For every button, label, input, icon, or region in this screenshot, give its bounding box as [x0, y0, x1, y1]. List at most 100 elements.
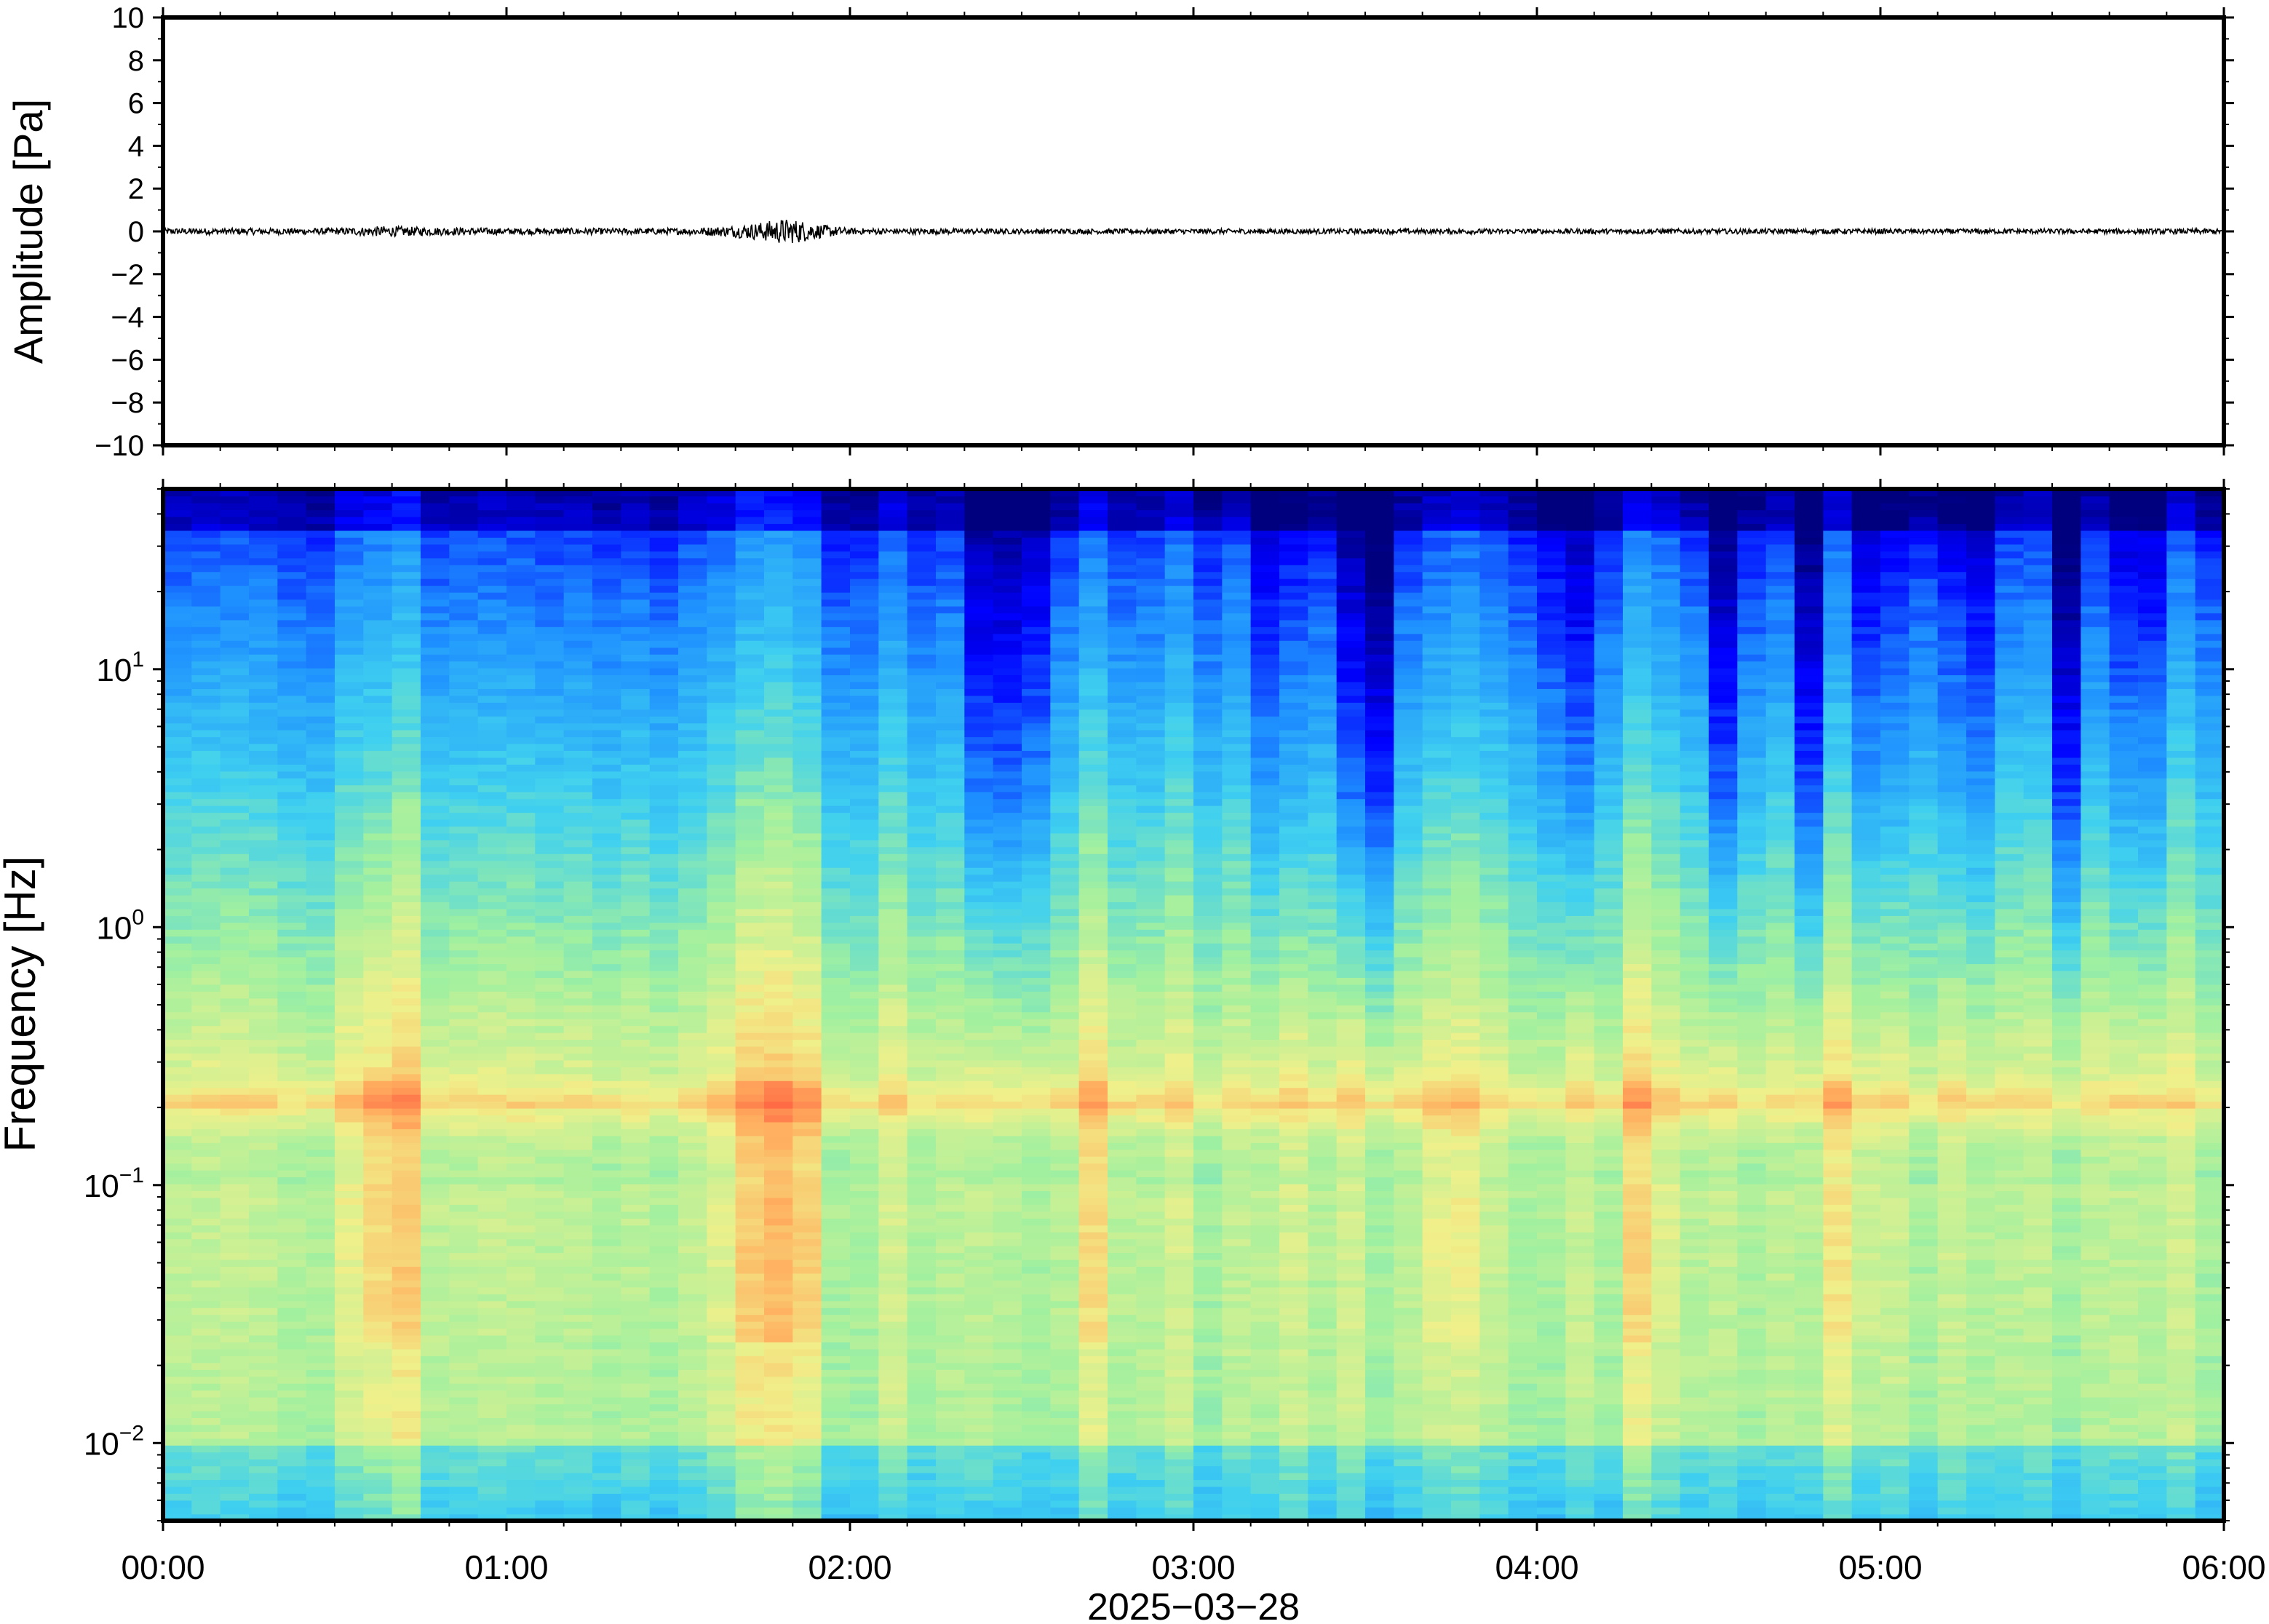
- spectrogram-cell: [563, 1039, 593, 1047]
- spectrogram-cell: [363, 984, 393, 992]
- spectrogram-cell: [535, 1404, 565, 1412]
- spectrogram-cell: [592, 516, 622, 525]
- spectrogram-cell: [821, 695, 851, 703]
- spectrogram-cell: [993, 1334, 1022, 1343]
- spectrogram-cell: [792, 1135, 822, 1143]
- spectrogram-cell: [936, 826, 966, 834]
- spectrogram-cell: [163, 1218, 193, 1226]
- spectrogram-cell: [678, 819, 708, 827]
- spectrogram-cell: [792, 1155, 822, 1164]
- spectrogram-cell: [764, 1238, 794, 1246]
- spectrogram-cell: [392, 1266, 421, 1274]
- spectrogram-cell: [277, 1115, 307, 1123]
- spectrogram-cell: [563, 853, 593, 861]
- spectrogram-cell: [220, 495, 250, 503]
- spectrogram-cell: [821, 1149, 851, 1157]
- spectrogram-cell: [277, 557, 307, 565]
- spectrogram-cell: [964, 1507, 994, 1515]
- spectrogram-cell: [936, 1342, 966, 1350]
- spectrogram-cell: [335, 750, 365, 758]
- spectrogram-cell: [535, 1307, 565, 1315]
- spectrogram-cell: [335, 544, 365, 552]
- spectrogram-cell: [821, 1342, 851, 1350]
- spectrogram-cell: [506, 784, 536, 792]
- spectrogram-cell: [535, 880, 565, 889]
- spectrogram-cell: [764, 963, 794, 971]
- spectrogram-cell: [907, 1273, 937, 1281]
- spectrogram-cell: [277, 1390, 307, 1398]
- spectrogram-cell: [649, 1458, 679, 1467]
- spectrogram-cell: [878, 1396, 908, 1405]
- spectrogram-cell: [306, 729, 335, 738]
- spectrogram-cell: [535, 1356, 565, 1364]
- spectrogram-cell: [649, 1183, 679, 1192]
- spectrogram-cell: [563, 1334, 593, 1343]
- spectrogram-cell: [249, 1500, 279, 1508]
- spectrogram-cell: [535, 867, 565, 875]
- spectrogram-cell: [850, 1500, 880, 1508]
- spectrogram-cell: [878, 619, 908, 627]
- spectrogram-cell: [821, 571, 851, 579]
- spectrogram-cell: [850, 908, 880, 916]
- spectrogram-cell: [392, 1300, 421, 1308]
- spectrogram-cell: [621, 1067, 651, 1075]
- spectrogram-cell: [392, 647, 421, 655]
- spectrogram-cell: [1050, 653, 1080, 662]
- spectrogram-cell: [964, 1390, 994, 1398]
- spectrogram-cell: [506, 578, 536, 586]
- spectrogram-cell: [621, 1404, 651, 1412]
- spectrogram-cell: [678, 1155, 708, 1164]
- spectrogram-cell: [477, 1362, 507, 1370]
- spectrogram-cell: [191, 798, 221, 806]
- spectrogram-cell: [277, 1094, 307, 1102]
- spectrogram-cell: [163, 1046, 193, 1054]
- spectrogram-cell: [163, 715, 193, 724]
- spectrogram-cell: [649, 1286, 679, 1294]
- spectrogram-cell: [163, 1486, 193, 1494]
- spectrogram-cell: [477, 1073, 507, 1081]
- spectrogram-cell: [678, 1101, 708, 1109]
- spectrogram-cell: [306, 1142, 335, 1150]
- spectrogram-cell: [449, 667, 479, 676]
- spectrogram-cell: [220, 681, 250, 689]
- spectrogram-cell: [707, 853, 736, 861]
- spectrogram-cell: [363, 1286, 393, 1294]
- spectrogram-cell: [506, 1486, 536, 1494]
- spectrogram-cell: [277, 1053, 307, 1061]
- spectrogram-cell: [821, 819, 851, 827]
- spectrogram-cell: [363, 502, 393, 511]
- spectrogram-cell: [850, 530, 880, 538]
- spectrogram-cell: [163, 1107, 193, 1116]
- spectrogram-cell: [477, 929, 507, 937]
- spectrogram-cell: [678, 633, 708, 641]
- spectrogram-cell: [735, 853, 765, 861]
- spectrogram-cell: [621, 495, 651, 503]
- spectrogram-cell: [850, 1073, 880, 1081]
- spectrogram-cell: [964, 1328, 994, 1336]
- spectrogram-cell: [163, 585, 193, 593]
- spectrogram-cell: [249, 1507, 279, 1515]
- spectrogram-cell: [449, 805, 479, 813]
- spectrogram-cell: [707, 1396, 736, 1405]
- spectrogram-cell: [649, 1479, 679, 1487]
- spectrogram-cell: [764, 695, 794, 703]
- spectrogram-cell: [792, 1348, 822, 1356]
- spectrogram-cell: [421, 626, 450, 634]
- spectrogram-cell: [363, 901, 393, 909]
- spectrogram-cell: [592, 819, 622, 827]
- spectrogram-cell: [220, 1300, 250, 1308]
- spectrogram-cell: [535, 681, 565, 689]
- spectrogram-cell: [649, 605, 679, 613]
- spectrogram-cell: [563, 502, 593, 511]
- spectrogram-cell: [392, 805, 421, 813]
- spectrogram-cell: [220, 1032, 250, 1040]
- spectrogram-cell: [1050, 970, 1080, 978]
- spectrogram-cell: [506, 1286, 536, 1294]
- spectrogram-cell: [936, 778, 966, 786]
- spectrogram-cell: [191, 1073, 221, 1081]
- spectrogram-cell: [936, 791, 966, 800]
- spectrogram-cell: [936, 688, 966, 696]
- spectrogram-cell: [477, 1458, 507, 1467]
- spectrogram-cell: [907, 551, 937, 559]
- spectrogram-cell: [592, 592, 622, 600]
